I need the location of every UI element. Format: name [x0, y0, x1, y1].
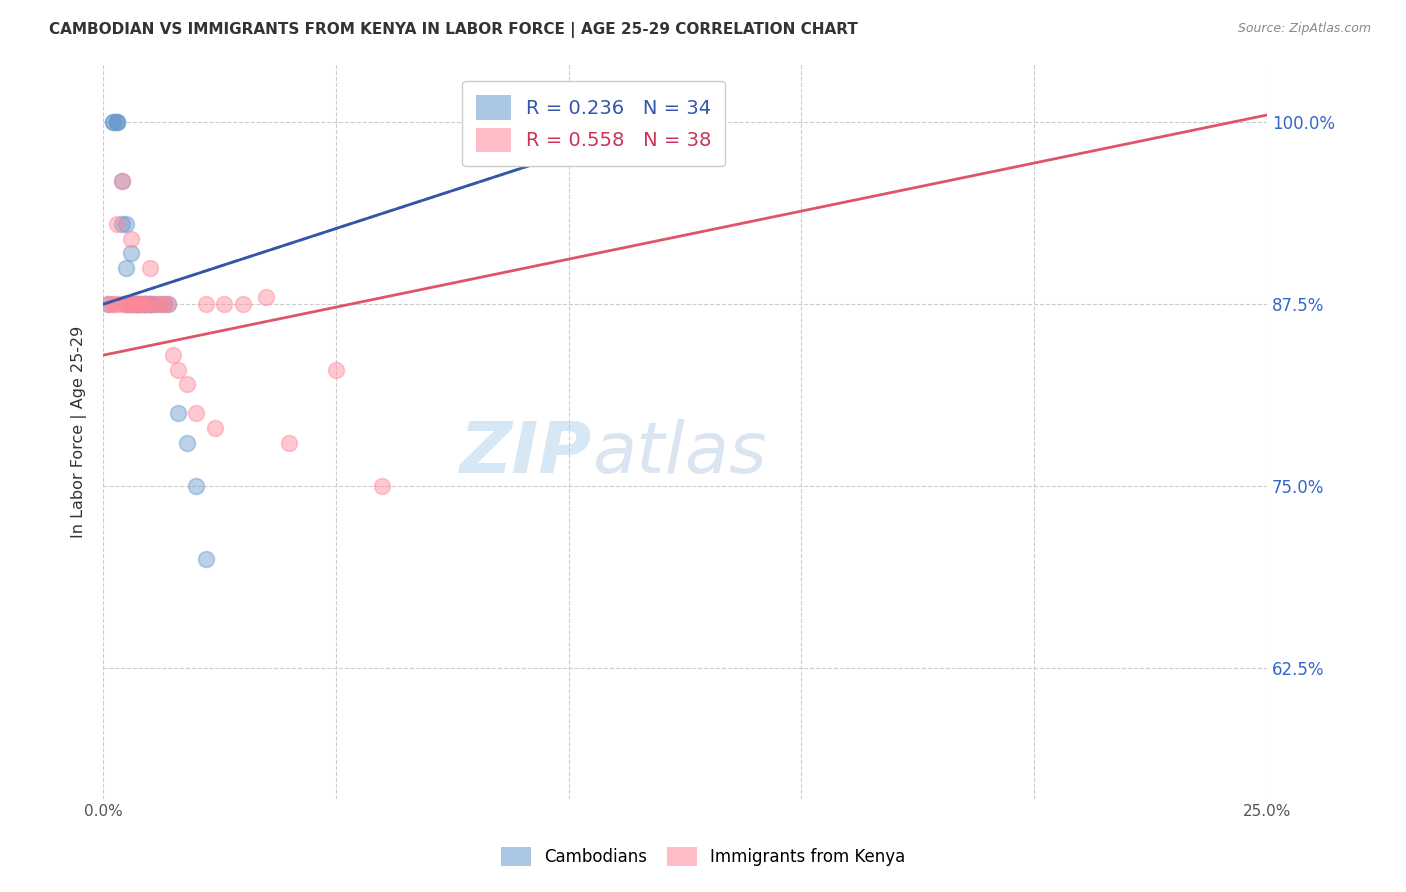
Point — [278, 435, 301, 450]
Point — [120, 232, 142, 246]
Point — [115, 297, 138, 311]
Point — [129, 297, 152, 311]
Point — [111, 173, 134, 187]
Point — [105, 115, 128, 129]
Point — [194, 552, 217, 566]
Point — [194, 297, 217, 311]
Point — [105, 297, 128, 311]
Point — [120, 246, 142, 260]
Point — [143, 297, 166, 311]
Point — [97, 297, 120, 311]
Point — [125, 297, 148, 311]
Point — [134, 297, 156, 311]
Point — [97, 297, 120, 311]
Point — [101, 115, 124, 129]
Point — [134, 297, 156, 311]
Point — [129, 297, 152, 311]
Point — [134, 297, 156, 311]
Point — [204, 421, 226, 435]
Point — [134, 297, 156, 311]
Point — [115, 297, 138, 311]
Legend: R = 0.236   N = 34, R = 0.558   N = 38: R = 0.236 N = 34, R = 0.558 N = 38 — [463, 81, 725, 166]
Text: ZIP: ZIP — [460, 419, 592, 488]
Point — [105, 217, 128, 231]
Point — [125, 297, 148, 311]
Point — [115, 297, 138, 311]
Point — [139, 260, 162, 275]
Point — [166, 406, 188, 420]
Point — [152, 297, 174, 311]
Point — [115, 217, 138, 231]
Point — [125, 297, 148, 311]
Point — [139, 297, 162, 311]
Point — [232, 297, 254, 311]
Point — [101, 297, 124, 311]
Text: CAMBODIAN VS IMMIGRANTS FROM KENYA IN LABOR FORCE | AGE 25-29 CORRELATION CHART: CAMBODIAN VS IMMIGRANTS FROM KENYA IN LA… — [49, 22, 858, 38]
Point — [627, 115, 650, 129]
Point — [162, 348, 184, 362]
Point — [254, 290, 277, 304]
Point — [120, 297, 142, 311]
Point — [325, 363, 347, 377]
Point — [101, 115, 124, 129]
Point — [673, 115, 696, 129]
Point — [651, 115, 673, 129]
Point — [120, 297, 142, 311]
Point — [176, 377, 198, 392]
Text: Source: ZipAtlas.com: Source: ZipAtlas.com — [1237, 22, 1371, 36]
Point — [166, 363, 188, 377]
Point — [157, 297, 180, 311]
Point — [143, 297, 166, 311]
Y-axis label: In Labor Force | Age 25-29: In Labor Force | Age 25-29 — [72, 326, 87, 538]
Point — [111, 297, 134, 311]
Point — [371, 479, 394, 493]
Point — [134, 297, 156, 311]
Point — [105, 115, 128, 129]
Point — [105, 115, 128, 129]
Point — [148, 297, 170, 311]
Point — [125, 297, 148, 311]
Point — [186, 406, 208, 420]
Point — [129, 297, 152, 311]
Point — [176, 435, 198, 450]
Point — [139, 297, 162, 311]
Point — [120, 297, 142, 311]
Point — [111, 217, 134, 231]
Point — [212, 297, 235, 311]
Point — [148, 297, 170, 311]
Point — [101, 297, 124, 311]
Point — [129, 297, 152, 311]
Text: atlas: atlas — [592, 419, 766, 488]
Point — [120, 297, 142, 311]
Point — [157, 297, 180, 311]
Point — [139, 297, 162, 311]
Point — [152, 297, 174, 311]
Point — [115, 260, 138, 275]
Point — [111, 173, 134, 187]
Point — [186, 479, 208, 493]
Point — [125, 297, 148, 311]
Legend: Cambodians, Immigrants from Kenya: Cambodians, Immigrants from Kenya — [494, 840, 912, 873]
Point — [139, 297, 162, 311]
